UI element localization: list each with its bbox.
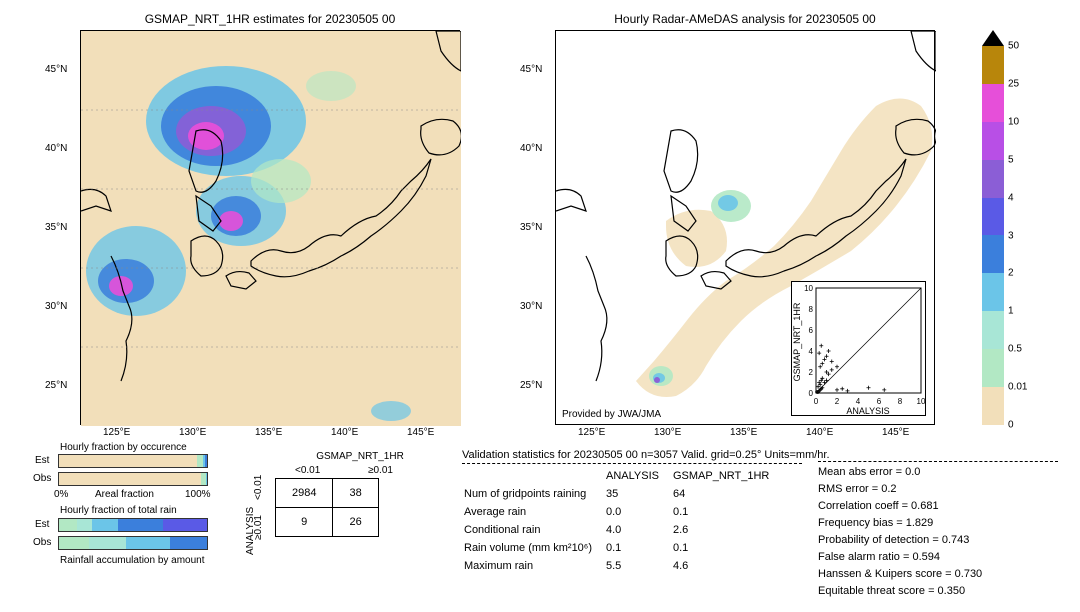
occurrence-title: Hourly fraction by occurence <box>60 442 187 453</box>
cont-col0: <0.01 <box>295 465 320 476</box>
svg-text:0: 0 <box>809 389 814 398</box>
obs-label-1: Obs <box>33 473 51 484</box>
svg-text:6: 6 <box>877 397 882 406</box>
svg-text:0: 0 <box>814 397 819 406</box>
svg-text:2: 2 <box>809 368 814 377</box>
svg-text:6: 6 <box>809 326 814 335</box>
svg-text:4: 4 <box>856 397 861 406</box>
contingency-table: 298438 926 <box>275 478 379 537</box>
pct0: 0% <box>54 489 68 500</box>
svg-text:10: 10 <box>917 397 926 406</box>
pct100: 100% <box>185 489 211 500</box>
scatter-ylabel: GSMAP_NRT_1HR <box>792 302 802 381</box>
occ-obs-bar <box>58 472 208 486</box>
tot-est-bar <box>58 518 208 532</box>
obs-label-2: Obs <box>33 537 51 548</box>
svg-text:4: 4 <box>809 347 814 356</box>
cont-col-header: GSMAP_NRT_1HR <box>300 451 420 462</box>
provided-by: Provided by JWA/JMA <box>562 409 661 420</box>
svg-text:2: 2 <box>835 397 840 406</box>
svg-text:8: 8 <box>809 305 814 314</box>
occ-est-bar <box>58 454 208 468</box>
colorbar: 502510543210.50.010 <box>982 30 1004 425</box>
tot-obs-bar <box>58 536 208 550</box>
accum-title: Rainfall accumulation by amount <box>60 555 205 566</box>
left-map <box>80 30 460 425</box>
svg-text:10: 10 <box>804 284 813 293</box>
scatter-xlabel: ANALYSIS <box>846 406 889 416</box>
svg-text:8: 8 <box>898 397 903 406</box>
est-label-2: Est <box>35 519 49 530</box>
stats-table: ANALYSISGSMAP_NRT_1HRNum of gridpoints r… <box>462 466 783 576</box>
stats-list: Mean abs error = 0.0RMS error = 0.2Corre… <box>818 464 982 600</box>
est-label-1: Est <box>35 455 49 466</box>
cont-row0: ≥0.01 <box>253 515 264 540</box>
areal-label: Areal fraction <box>95 489 154 500</box>
stats-header: Validation statistics for 20230505 00 n=… <box>462 449 830 461</box>
cont-col1: ≥0.01 <box>368 465 393 476</box>
cont-row1: <0.01 <box>253 475 264 500</box>
totalrain-title: Hourly fraction of total rain <box>60 505 177 516</box>
right-map-title: Hourly Radar-AMeDAS analysis for 2023050… <box>555 12 935 26</box>
right-map: Provided by JWA/JMA 0 2 4 6 8 10 0 2 4 6 8 10 ANAL… <box>555 30 935 425</box>
scatter-inset: 0 2 4 6 8 10 0 2 4 6 8 10 ANALYSIS GSMAP_NRT_1HR <box>791 281 926 416</box>
left-map-title: GSMAP_NRT_1HR estimates for 20230505 00 <box>80 12 460 26</box>
